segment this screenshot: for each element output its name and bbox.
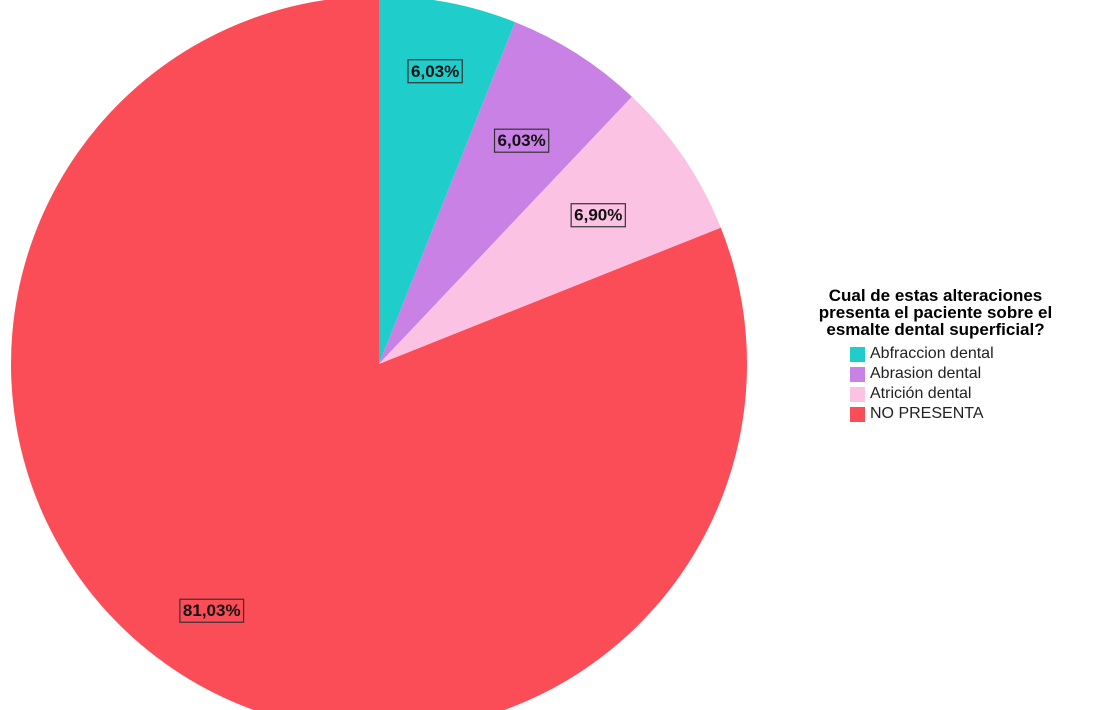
- legend-title-line: Cual de estas alteraciones: [828, 286, 1043, 305]
- legend-label: Abrasion dental: [870, 365, 982, 382]
- legend-swatch: [850, 366, 865, 382]
- legend-title-line: presenta el paciente sobre el: [818, 303, 1053, 322]
- data-label-box: [493, 128, 550, 153]
- legend-items: Abfraccion dental Abrasion dental Atrici…: [850, 344, 1101, 424]
- data-label-text: 6,03%: [498, 131, 546, 150]
- data-label-text: 6,90%: [574, 206, 622, 225]
- legend-label: Abfraccion dental: [870, 345, 994, 362]
- legend-swatch: [850, 406, 865, 422]
- legend-label: NO PRESENTA: [870, 405, 984, 422]
- pie-slice-2: [379, 96, 721, 365]
- legend-swatch: [850, 346, 865, 362]
- pie-slice-0: [379, 0, 516, 364]
- legend-item-abfraccion: Abfraccion dental: [850, 344, 1101, 364]
- legend-item-no-presenta: NO PRESENTA: [850, 404, 1101, 424]
- legend-title: Cual de estas alteraciones presenta el p…: [770, 287, 1101, 338]
- data-label-2: 6,90%: [570, 203, 626, 228]
- data-label-box: [570, 203, 626, 228]
- data-label-3: 81,03%: [179, 598, 245, 623]
- legend-item-abrasion: Abrasion dental: [850, 364, 1101, 384]
- data-label-0: 6,03%: [407, 59, 463, 84]
- legend-swatch: [850, 386, 865, 402]
- legend-label: Atrición dental: [870, 385, 972, 402]
- pie-slice-3: [11, 0, 747, 710]
- pie-slice-1: [379, 22, 632, 365]
- data-label-box: [407, 59, 463, 84]
- data-label-box: [179, 598, 245, 623]
- data-label-text: 6,03%: [411, 62, 459, 81]
- data-label-text: 81,03%: [183, 601, 241, 620]
- data-label-1: 6,03%: [493, 128, 550, 153]
- legend-title-line: esmalte dental superficial?: [826, 320, 1045, 339]
- legend: Cual de estas alteraciones presenta el p…: [770, 287, 1101, 424]
- legend-item-atricion: Atrición dental: [850, 384, 1101, 404]
